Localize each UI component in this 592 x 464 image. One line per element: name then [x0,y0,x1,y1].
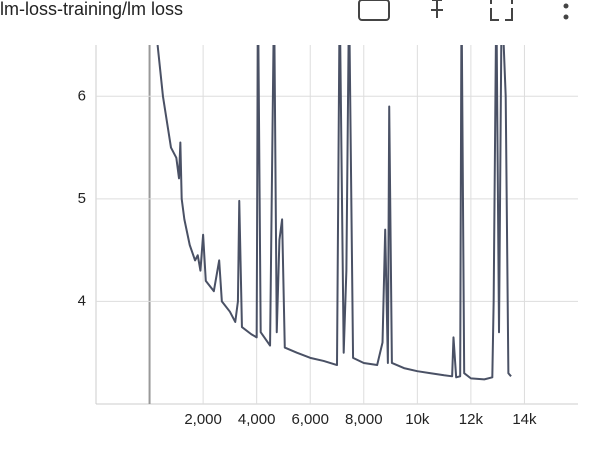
select-icon[interactable] [358,0,390,21]
menu-icon[interactable] [563,14,569,20]
y-tick-label: 5 [78,190,86,207]
chart-title: lm-loss-training/lm loss [0,0,183,19]
menu-icon[interactable] [563,3,569,9]
x-tick-label: 4,000 [238,411,276,428]
line-series [156,45,512,381]
y-tick-label: 6 [78,87,86,104]
x-tick-label: 12k [459,411,484,428]
x-tick-label: 8,000 [345,411,383,428]
y-tick-label: 4 [78,292,86,309]
pin-icon[interactable] [431,0,443,18]
x-tick-label: 10k [405,411,430,428]
x-tick-label: 14k [512,411,537,428]
fullscreen-icon[interactable] [490,0,513,21]
x-tick-label: 2,000 [184,411,222,428]
x-tick-label: 6,000 [291,411,329,428]
